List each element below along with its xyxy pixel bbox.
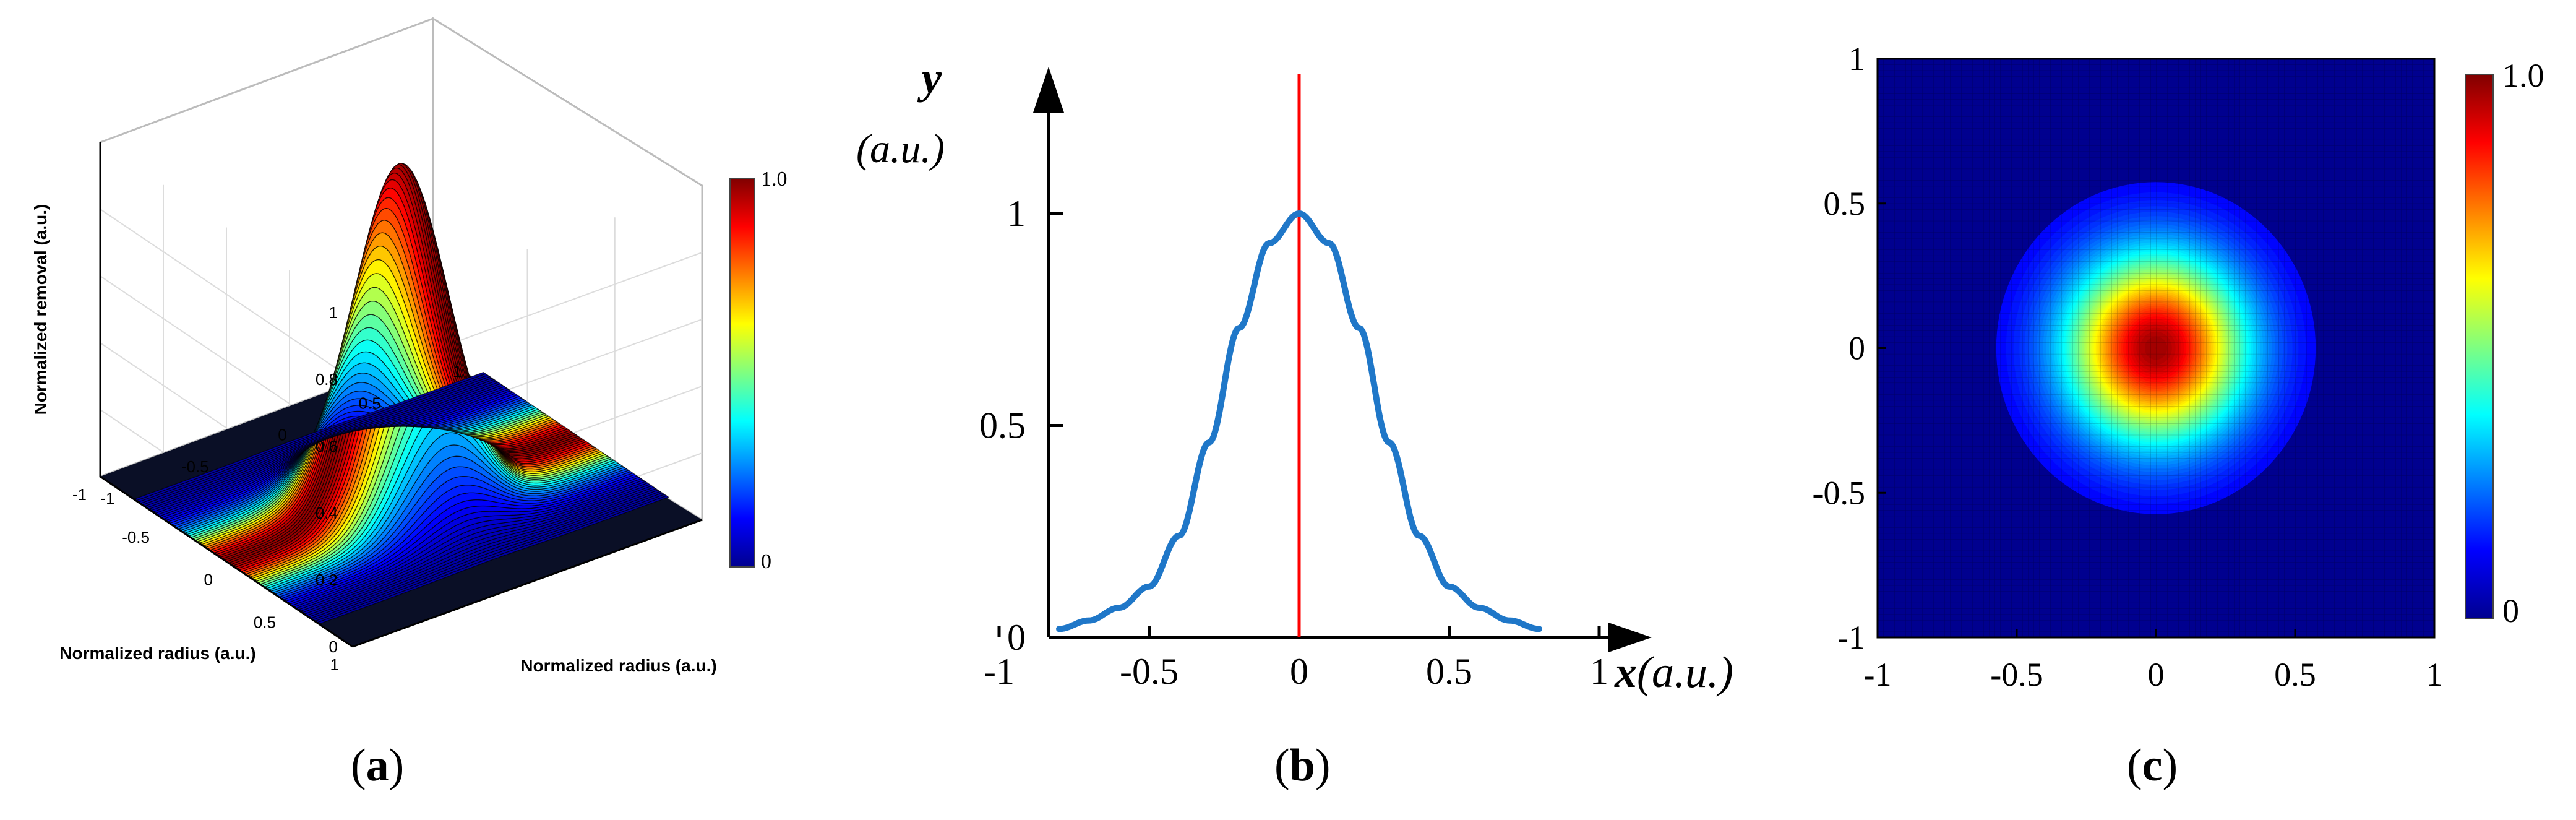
colorbar-a bbox=[729, 178, 755, 568]
y-tick-label: -1 bbox=[1837, 619, 1865, 656]
y-tick-label: 1 bbox=[330, 655, 339, 674]
x-tick-label: 1 bbox=[1590, 651, 1608, 692]
y-axis-arrow bbox=[1033, 67, 1064, 113]
z-tick-label: 0.6 bbox=[316, 437, 338, 455]
x-tick-label: 0 bbox=[1290, 651, 1308, 692]
colorbar-c-min: 0 bbox=[2502, 592, 2519, 629]
colorbar-a-max: 1.0 bbox=[761, 168, 788, 191]
x-axis-label: x(a.u.) bbox=[1614, 647, 1733, 697]
z-tick-label: 0.4 bbox=[316, 504, 338, 522]
x-tick-label: 0.5 bbox=[359, 394, 381, 412]
z-tick-label: 1 bbox=[329, 303, 338, 322]
y-axis bbox=[100, 475, 353, 648]
x-axis bbox=[352, 519, 703, 648]
series-curve bbox=[1056, 210, 1542, 632]
y-axis-unit: (a.u.) bbox=[856, 126, 945, 171]
colorbar-a-min: 0 bbox=[761, 550, 771, 573]
caption-b: (b) bbox=[1274, 740, 1331, 791]
panel-a-surface-plot: 0 0.2 0.4 0.6 0.8 1 1 0.5 0 -0.5 -1 -1 -0.5 0 0.5 1 Nor… bbox=[31, 17, 788, 675]
line-plot-ticks: -1 -0.5 0 0.5 1 0 0.5 1 bbox=[979, 193, 1608, 692]
caption-a: (a) bbox=[351, 740, 405, 791]
x-tick-label: -1 bbox=[100, 489, 114, 507]
x-tick-label: 0.5 bbox=[2274, 656, 2316, 693]
heatmap-grid bbox=[1878, 59, 2434, 637]
z-axis-label: Normalized removal (a.u.) bbox=[31, 204, 50, 415]
x-tick-label: 0.5 bbox=[1426, 651, 1472, 692]
panel-c-heatmap: -1 -0.5 0 0.5 1 -1 -0.5 0 0.5 1 1.0 0 bbox=[1813, 40, 2544, 693]
y-tick-label: 0 bbox=[1848, 330, 1865, 367]
x-tick-label: -1 bbox=[1864, 656, 1892, 693]
y-tick-label: 0.5 bbox=[979, 405, 1026, 446]
y-tick-label: -0.5 bbox=[1813, 474, 1865, 511]
y-axis-symbol: y bbox=[917, 53, 942, 103]
x-tick-label: 1 bbox=[2426, 656, 2443, 693]
y-tick-label: 0 bbox=[204, 571, 213, 589]
y-tick-label: 1 bbox=[1848, 40, 1865, 77]
y-tick-label: 0.5 bbox=[1824, 185, 1866, 222]
caption-c: (c) bbox=[2127, 740, 2178, 791]
x-tick-label: 0 bbox=[2148, 656, 2165, 693]
z-tick-label: 0 bbox=[329, 637, 338, 656]
y-tick-label: 0.5 bbox=[254, 613, 276, 631]
colorbar-c-max: 1.0 bbox=[2502, 57, 2544, 94]
x-axis-label: Normalized radius (a.u.) bbox=[520, 656, 716, 675]
x-axis-arrow bbox=[1608, 623, 1652, 652]
y-tick-label: -0.5 bbox=[122, 528, 150, 546]
x-tick-label: 0 bbox=[278, 426, 286, 444]
surface-tick-labels: 0 0.2 0.4 0.6 0.8 1 1 0.5 0 -0.5 -1 -1 -0.5 0 0.5 1 bbox=[72, 303, 462, 674]
heatmap-ticks: -1 -0.5 0 0.5 1 -1 -0.5 0 0.5 1 bbox=[1813, 40, 2443, 693]
y-tick-label: 0 bbox=[1007, 617, 1026, 658]
z-tick-label: 0.8 bbox=[316, 370, 338, 389]
y-axis-label: Normalized radius (a.u.) bbox=[59, 644, 255, 663]
colorbar-c bbox=[2465, 74, 2494, 619]
panel-b-line-plot: -1 -0.5 0 0.5 1 0 0.5 1 y (a.u.) x(a.u.) bbox=[856, 53, 1733, 697]
surface-strip bbox=[132, 371, 487, 501]
y-tick-label: -1 bbox=[72, 485, 87, 504]
x-tick-label: 1 bbox=[453, 362, 462, 381]
x-tick-label: -1 bbox=[984, 651, 1015, 692]
x-tick-label: -0.5 bbox=[181, 457, 209, 476]
z-tick-label: 0.2 bbox=[316, 571, 338, 589]
gaussian-surface bbox=[132, 163, 670, 625]
x-tick-label: -0.5 bbox=[1120, 651, 1179, 692]
x-tick-label: -0.5 bbox=[1990, 656, 2043, 693]
y-tick-label: 1 bbox=[1007, 193, 1026, 234]
